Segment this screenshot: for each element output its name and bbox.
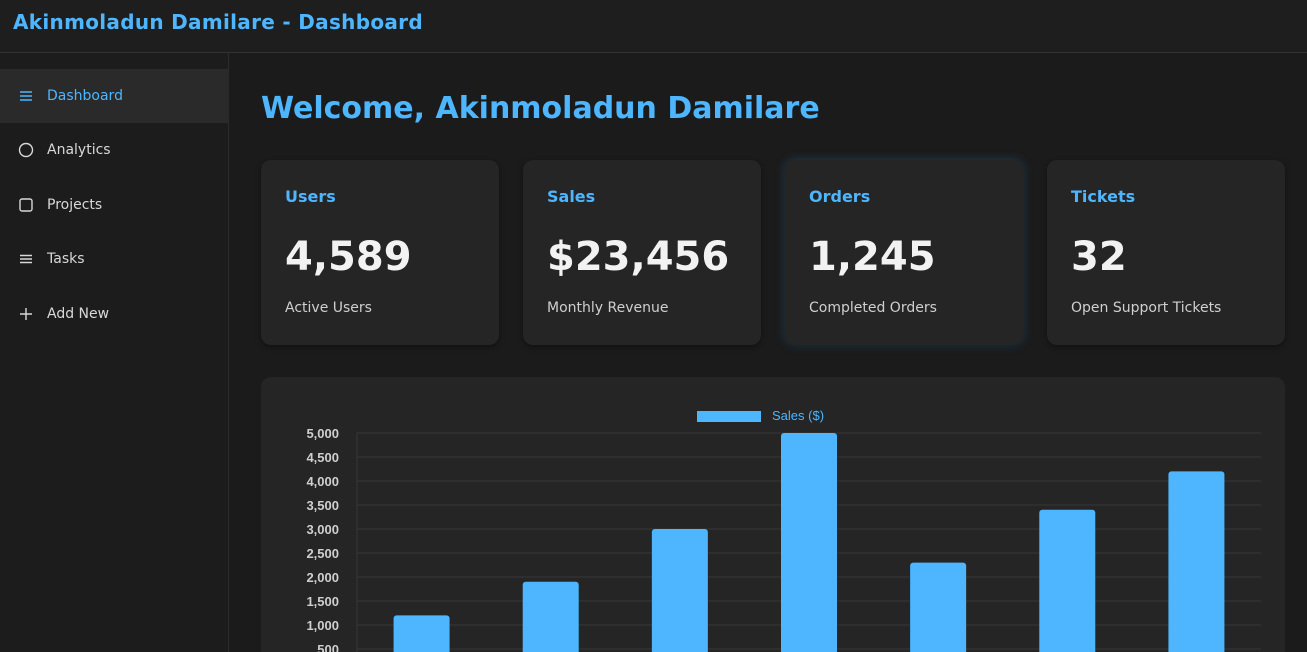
y-tick-label: 3,500: [306, 498, 339, 513]
square-icon: [18, 197, 34, 213]
y-tick-label: 1,000: [306, 618, 339, 633]
y-tick-label: 5,000: [306, 426, 339, 441]
main-content: Welcome, Akinmoladun Damilare Users 4,58…: [229, 53, 1307, 652]
y-tick-label: 1,500: [306, 594, 339, 609]
sidebar: Dashboard Analytics Projects Tasks Add N…: [0, 53, 229, 652]
menu-icon: [18, 88, 34, 104]
chart-bar: [651, 529, 708, 652]
y-tick-label: 4,000: [306, 474, 339, 489]
circle-icon: [18, 142, 34, 158]
y-tick-label: 4,500: [306, 450, 339, 465]
card-value: 4,589: [285, 234, 412, 280]
card-subtitle: Completed Orders: [809, 300, 937, 316]
card-title: Users: [285, 187, 336, 206]
card-value: 32: [1071, 234, 1127, 280]
chart-bar: [1168, 471, 1225, 652]
sidebar-item-label: Projects: [47, 197, 103, 213]
sidebar-item-label: Tasks: [47, 251, 85, 267]
card-title: Orders: [809, 187, 871, 206]
sidebar-item-analytics[interactable]: Analytics: [0, 123, 229, 177]
sidebar-item-projects[interactable]: Projects: [0, 178, 229, 232]
legend-label: Sales ($): [772, 408, 824, 423]
sidebar-item-label: Dashboard: [47, 88, 123, 104]
y-tick-label: 500: [317, 642, 339, 652]
y-tick-label: 2,000: [306, 570, 339, 585]
page-title: Welcome, Akinmoladun Damilare: [261, 91, 820, 126]
sidebar-item-label: Analytics: [47, 142, 111, 158]
card-subtitle: Monthly Revenue: [547, 300, 669, 316]
list-icon: [18, 251, 34, 267]
card-subtitle: Active Users: [285, 300, 372, 316]
card-title: Sales: [547, 187, 596, 206]
legend-swatch: [697, 411, 761, 422]
stat-card-tickets: Tickets 32 Open Support Tickets: [1047, 160, 1285, 345]
sidebar-item-add-new[interactable]: Add New: [0, 287, 229, 341]
card-value: $23,456: [547, 234, 730, 280]
sales-chart-card: Sales ($) 5,000 4,500 4,000 3,500 3,000 2,500 2…: [261, 377, 1285, 652]
sidebar-item-label: Add New: [47, 306, 110, 322]
card-value: 1,245: [809, 234, 936, 280]
card-title: Tickets: [1071, 187, 1136, 206]
sales-bar-chart: Sales ($) 5,000 4,500 4,000 3,500 3,000 2,500 2…: [306, 408, 1261, 652]
top-header: Akinmoladun Damilare - Dashboard: [0, 0, 1307, 53]
plus-icon: [18, 306, 34, 322]
chart-bar: [522, 581, 579, 652]
app-title: Akinmoladun Damilare - Dashboard: [13, 10, 423, 34]
chart-bar: [393, 615, 450, 652]
sidebar-item-tasks[interactable]: Tasks: [0, 232, 229, 286]
stat-card-sales: Sales $23,456 Monthly Revenue: [523, 160, 761, 345]
chart-bar: [781, 433, 837, 652]
chart-bar: [910, 562, 967, 652]
stat-card-orders: Orders 1,245 Completed Orders: [785, 160, 1023, 345]
stat-card-users: Users 4,589 Active Users: [261, 160, 499, 345]
card-subtitle: Open Support Tickets: [1071, 300, 1222, 316]
y-tick-label: 3,000: [306, 522, 339, 537]
sidebar-item-dashboard[interactable]: Dashboard: [0, 69, 229, 123]
y-tick-label: 2,500: [306, 546, 339, 561]
chart-bar: [1039, 509, 1096, 652]
